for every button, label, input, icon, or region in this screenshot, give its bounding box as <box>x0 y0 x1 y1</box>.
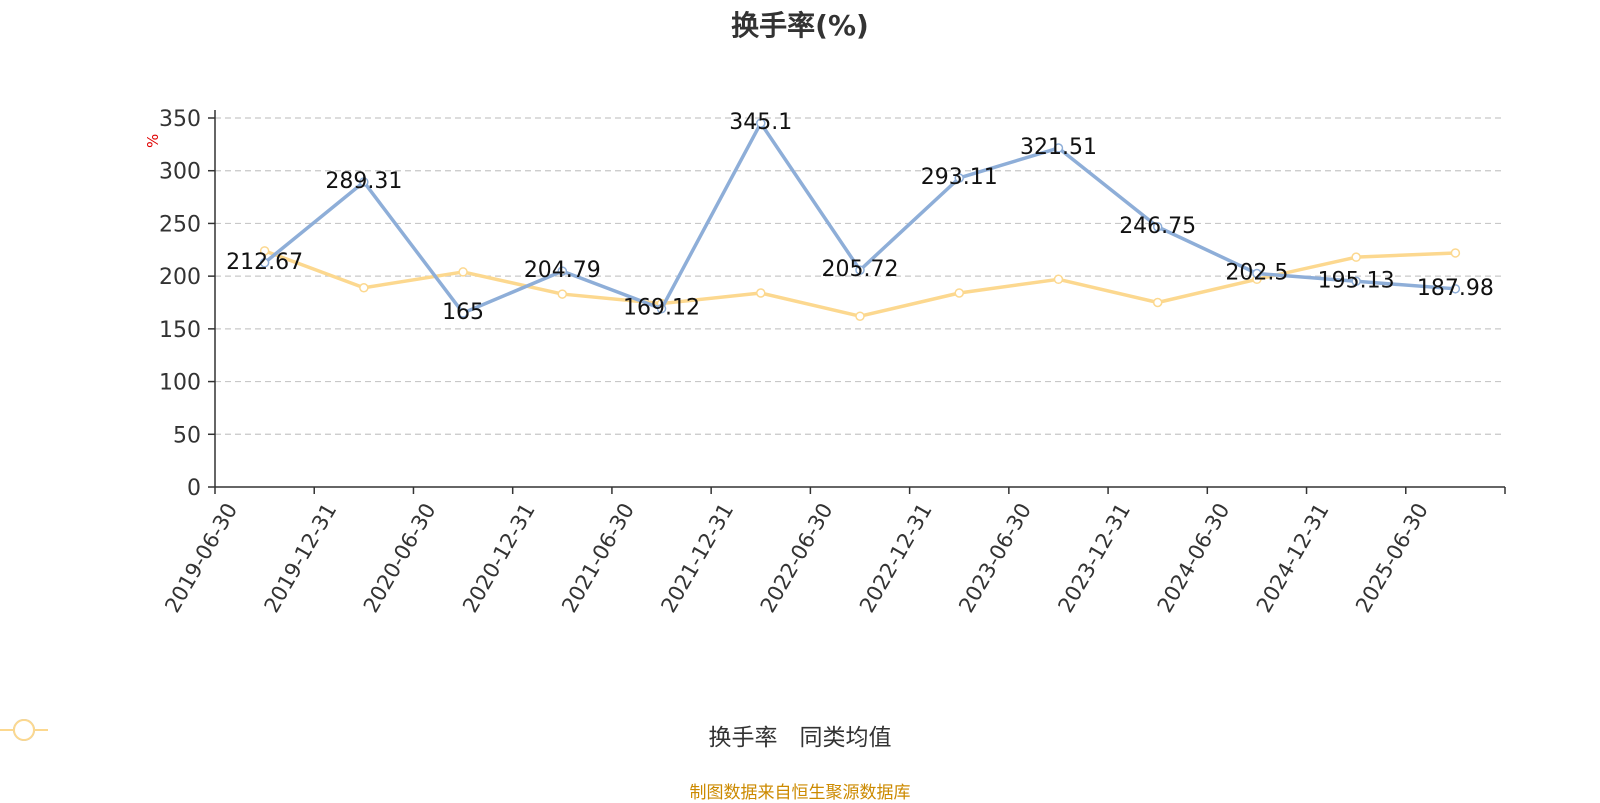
x-tick-label: 2020-06-30 <box>359 499 441 617</box>
data-source-note: 制图数据来自恒生聚源数据库 <box>689 783 911 803</box>
data-point-turnover-rate[interactable] <box>1450 284 1461 294</box>
y-tick-label: 350 <box>159 107 201 132</box>
data-point-peer-average[interactable] <box>1053 274 1064 285</box>
data-point-turnover-rate[interactable] <box>756 118 766 128</box>
data-point-peer-average[interactable] <box>458 267 468 277</box>
data-label: 165 <box>442 300 484 325</box>
data-point-peer-average[interactable] <box>756 288 766 298</box>
data-point-turnover-rate[interactable] <box>259 258 270 268</box>
y-tick-label: 50 <box>173 423 201 448</box>
x-tick-label: 2025-06-30 <box>1351 499 1433 617</box>
x-tick-label: 2019-12-31 <box>260 499 342 617</box>
legend-item-turnover[interactable]: 换手率 <box>0 718 778 752</box>
data-label: 293.11 <box>921 165 998 190</box>
legend-label-turnover: 换手率 <box>708 725 778 751</box>
chart-title: 换手率(%) <box>731 9 869 42</box>
x-tick-label: 2019-06-30 <box>160 499 242 617</box>
data-label: 204.79 <box>524 258 601 283</box>
data-point-turnover-rate[interactable] <box>1152 222 1163 232</box>
data-point-peer-average[interactable] <box>1152 297 1163 308</box>
data-point-turnover-rate[interactable] <box>458 308 468 318</box>
data-point-peer-average[interactable] <box>259 246 270 256</box>
data-point-turnover-rate[interactable] <box>954 173 964 183</box>
y-tick-label: 100 <box>159 371 201 396</box>
data-label: 202.5 <box>1225 261 1288 286</box>
data-point-turnover-rate[interactable] <box>557 266 568 276</box>
data-label: 205.72 <box>822 257 899 282</box>
y-tick-label: 0 <box>187 476 201 501</box>
data-point-peer-average[interactable] <box>1450 248 1461 258</box>
data-point-turnover-rate[interactable] <box>1351 276 1361 287</box>
data-point-peer-average[interactable] <box>855 311 865 321</box>
x-tick-label: 2023-12-31 <box>1053 499 1135 617</box>
data-point-turnover-rate[interactable] <box>359 177 369 187</box>
y-tick-label: 200 <box>159 265 201 290</box>
data-label: 212.67 <box>226 250 303 275</box>
data-label: 169.12 <box>623 296 700 321</box>
data-label: 289.31 <box>325 169 402 194</box>
data-label: 246.75 <box>1119 214 1196 239</box>
data-point-peer-average[interactable] <box>1351 252 1361 262</box>
x-tick-label: 2024-12-31 <box>1252 499 1334 617</box>
data-point-turnover-rate[interactable] <box>1053 143 1064 153</box>
legend: 换手率 同类均值 <box>0 718 1600 752</box>
data-point-peer-average[interactable] <box>557 289 568 299</box>
y-tick-label: 150 <box>159 318 201 343</box>
data-point-turnover-rate[interactable] <box>855 265 865 275</box>
x-tick-label: 2023-06-30 <box>954 499 1036 617</box>
x-tick-label: 2022-12-31 <box>855 499 937 617</box>
data-label: 345.1 <box>729 110 792 135</box>
legend-label-peer-average: 同类均值 <box>799 725 892 751</box>
x-tick-label: 2020-12-31 <box>458 499 540 617</box>
data-point-peer-average[interactable] <box>359 282 369 293</box>
data-labels: 212.67 289.31 165 204.79 169.12 345.1 205.72 29… <box>226 110 1494 325</box>
data-point-turnover-rate[interactable] <box>656 303 667 314</box>
data-point-turnover-rate[interactable] <box>1252 268 1262 279</box>
y-tick-label: 250 <box>159 212 201 237</box>
data-point-peer-average[interactable] <box>954 288 964 298</box>
x-tick-label: 2021-12-31 <box>656 499 738 617</box>
data-label: 321.51 <box>1020 135 1097 160</box>
legend-line-circle-icon <box>0 719 48 741</box>
x-tick-label: 2024-06-30 <box>1153 499 1235 617</box>
series-lines <box>259 118 1461 321</box>
legend-item-peer-average[interactable]: 同类均值 <box>0 718 892 752</box>
x-tick-label: 2021-06-30 <box>557 499 639 617</box>
data-label: 187.98 <box>1417 276 1494 301</box>
data-label: 195.13 <box>1318 268 1395 293</box>
x-tick-label: 2022-06-30 <box>756 499 838 617</box>
y-tick-label: 300 <box>159 160 201 185</box>
